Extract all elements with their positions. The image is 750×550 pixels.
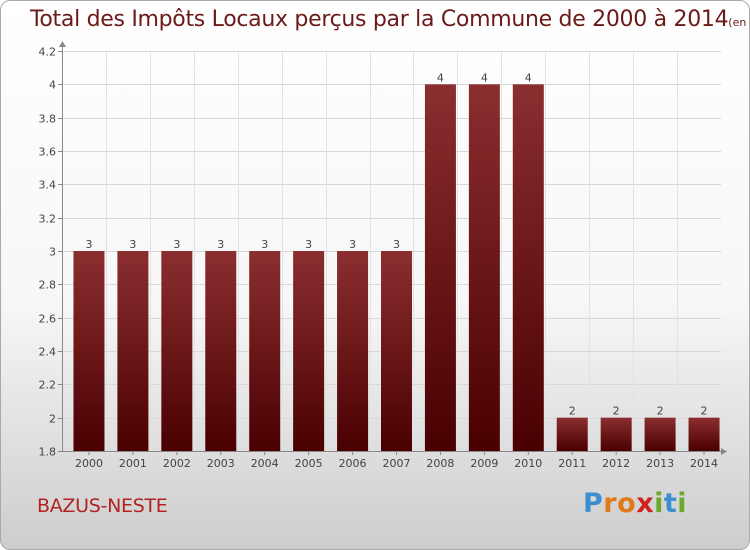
- data-label: 3: [393, 238, 400, 251]
- x-tick-label: 2013: [646, 457, 674, 470]
- bar: [161, 251, 193, 451]
- y-tick-label: 4: [49, 79, 56, 92]
- data-label: 2: [657, 405, 664, 418]
- logo-letter: P: [583, 488, 604, 519]
- y-axis-arrow: [59, 41, 66, 47]
- logo-letter: i: [654, 488, 664, 519]
- bar: [205, 251, 237, 451]
- x-tick-label: 2005: [295, 457, 323, 470]
- axes: 1.8 2 2.2 2.4 2.6 2.8 3 3.2 3.4 3.6 3.8 4 4.2 2000 200…: [39, 41, 727, 470]
- x-tick-label: 2011: [558, 457, 586, 470]
- data-label: 3: [173, 238, 180, 251]
- x-tick-label: 2006: [339, 457, 367, 470]
- data-label: 3: [85, 238, 92, 251]
- x-tick-label: 2009: [470, 457, 498, 470]
- bar: [293, 251, 325, 451]
- data-label: 2: [701, 405, 708, 418]
- bar: [381, 251, 412, 451]
- bar: [424, 84, 456, 451]
- data-label: 4: [437, 71, 444, 84]
- y-tick-label: 2: [49, 413, 56, 426]
- y-tick-label: 3.4: [39, 179, 57, 192]
- commune-name: BAZUS-NESTE: [37, 495, 168, 517]
- bar: [644, 417, 676, 451]
- bar: [600, 417, 632, 451]
- y-tick-label: 2.8: [39, 279, 57, 292]
- data-label: 3: [129, 238, 136, 251]
- bar: [512, 84, 544, 451]
- proxiti-logo: Proxiti: [583, 488, 687, 519]
- y-tick-label: 1.8: [39, 446, 57, 459]
- data-label: 2: [613, 405, 620, 418]
- logo-letter: x: [636, 488, 655, 519]
- data-labels: 3 3 3 3 3 3 3 3 4 4 4 2 2 2 2: [85, 71, 707, 417]
- data-label: 3: [349, 238, 356, 251]
- x-tick-label: 2010: [514, 457, 542, 470]
- x-tick-label: 2002: [163, 457, 191, 470]
- data-label: 4: [481, 71, 488, 84]
- bar: [337, 251, 369, 451]
- x-tick-label: 2014: [690, 457, 718, 470]
- x-tick-label: 2004: [251, 457, 279, 470]
- y-tick-label: 3.6: [39, 146, 57, 159]
- y-tick-label: 3.8: [39, 113, 57, 126]
- bar: [73, 251, 105, 451]
- x-tick-label: 2001: [119, 457, 147, 470]
- chart-title: Total des Impôts Locaux perçus par la Co…: [30, 7, 749, 32]
- bar: [688, 417, 720, 451]
- logo-letter: t: [663, 488, 678, 519]
- logo-letter: r: [603, 488, 618, 519]
- x-tick-label: 2007: [383, 457, 411, 470]
- chart-title-unit: (en milliers d'€): [728, 16, 749, 29]
- y-tick-label: 3: [49, 246, 56, 259]
- logo-letter: o: [617, 488, 637, 519]
- y-tick-label: 2.2: [39, 379, 57, 392]
- y-tick-label: 2.6: [39, 313, 57, 326]
- y-tick-label: 4.2: [39, 46, 57, 59]
- bar: [249, 251, 281, 451]
- data-label: 4: [525, 71, 532, 84]
- bar: [117, 251, 149, 451]
- y-tick-label: 2.4: [39, 346, 57, 359]
- data-label: 2: [569, 405, 576, 418]
- x-tick-label: 2008: [426, 457, 454, 470]
- data-label: 3: [261, 238, 268, 251]
- x-axis-arrow: [721, 448, 727, 455]
- logo-letter: i: [677, 488, 688, 519]
- data-label: 3: [305, 238, 312, 251]
- x-tick-label: 2000: [75, 457, 103, 470]
- bars: [73, 84, 720, 451]
- chart-title-main: Total des Impôts Locaux perçus par la Co…: [30, 7, 729, 32]
- bar: [468, 84, 500, 451]
- data-label: 3: [217, 238, 224, 251]
- x-tick-label: 2012: [602, 457, 630, 470]
- bar: [556, 417, 588, 451]
- x-tick-label: 2003: [207, 457, 235, 470]
- y-tick-label: 3.2: [39, 213, 57, 226]
